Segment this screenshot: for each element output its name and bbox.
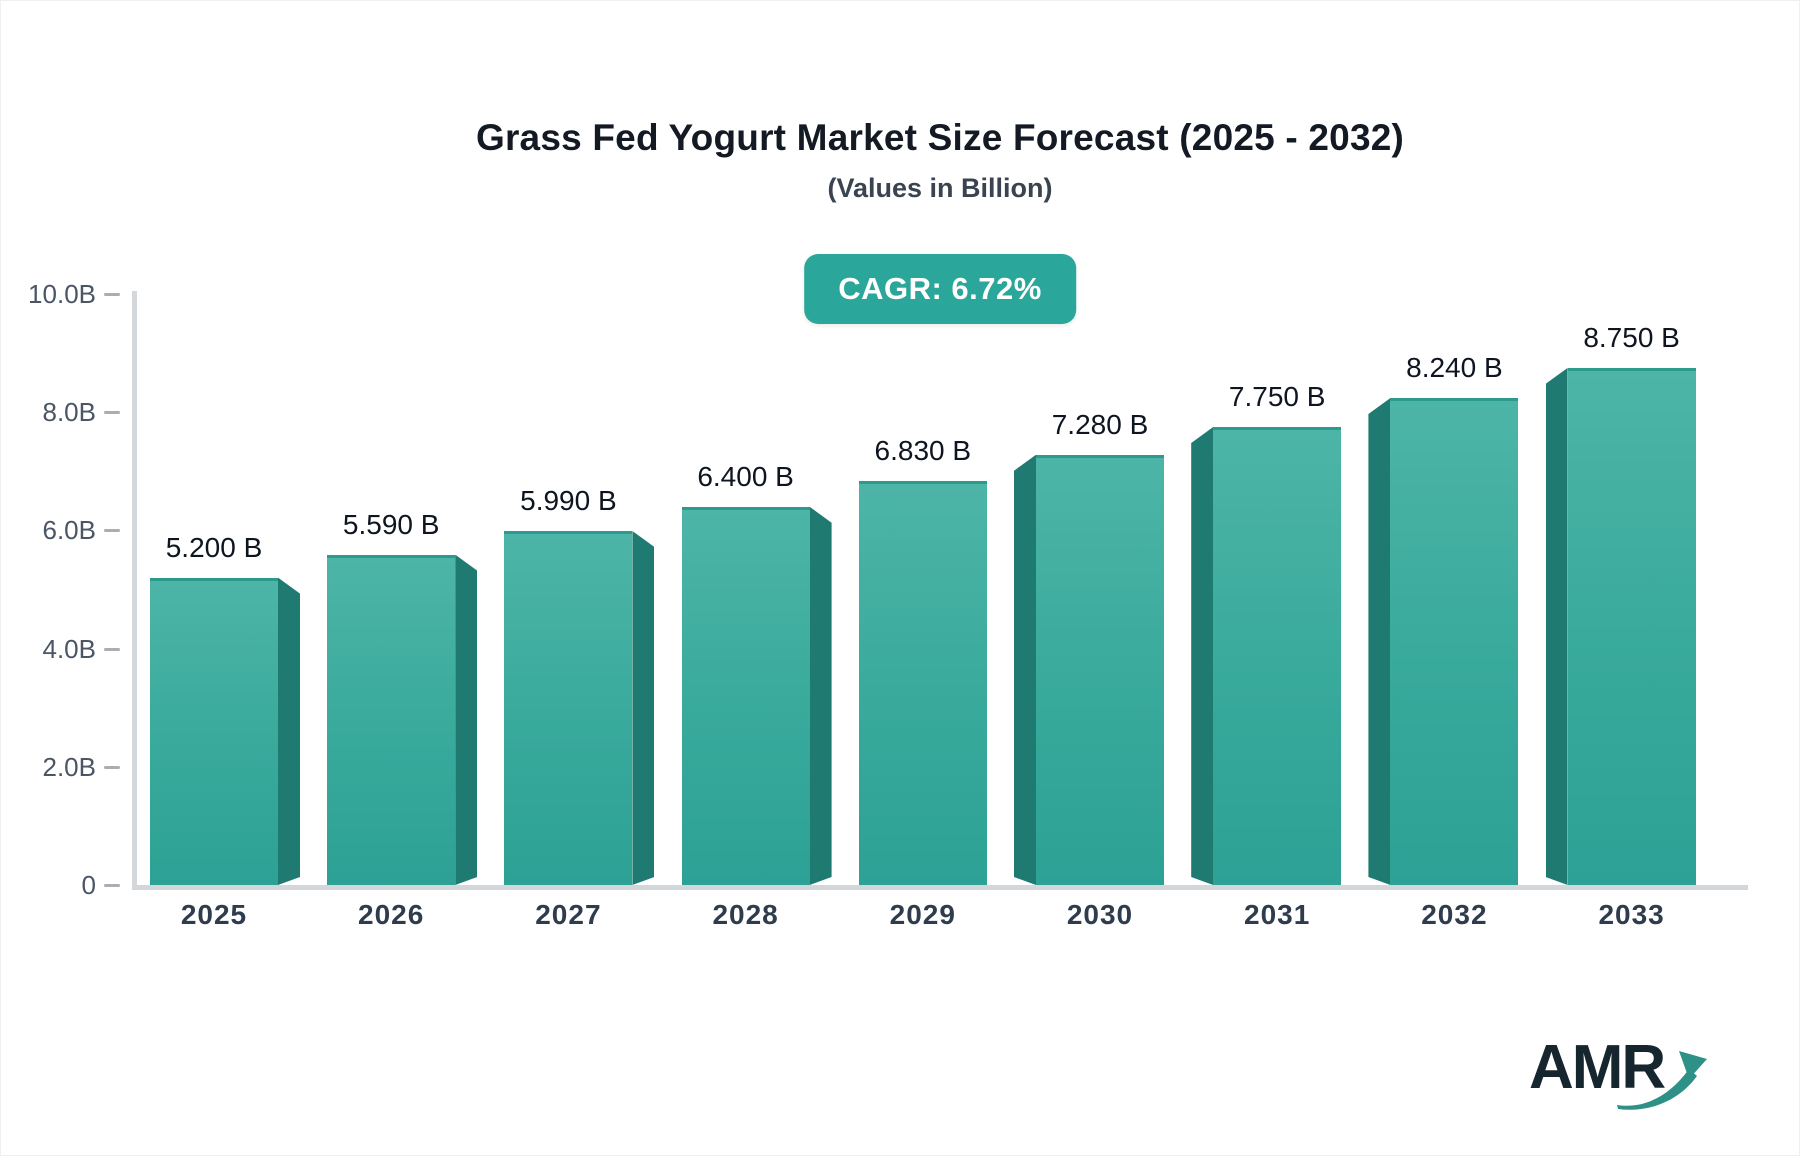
bar-2028 xyxy=(681,506,810,885)
bar-side-face xyxy=(1546,368,1568,885)
x-axis-category-label: 2031 xyxy=(1244,899,1311,930)
bar-2029 xyxy=(858,481,987,885)
y-axis-line xyxy=(132,291,137,890)
bar-2031 xyxy=(1213,426,1342,885)
y-axis-tick-mark xyxy=(104,529,120,533)
x-axis-category-label: 2026 xyxy=(358,899,425,930)
x-axis-category-label: 2027 xyxy=(535,899,602,930)
bar-value-label: 5.590 B xyxy=(342,508,440,540)
amr-logo-text: AMR xyxy=(1529,1033,1666,1102)
bar-value-label: 8.240 B xyxy=(1406,352,1503,384)
y-axis-tick-mark xyxy=(104,411,120,415)
x-axis-category-label: 2025 xyxy=(180,899,248,930)
bar-value-label: 7.280 B xyxy=(1051,408,1149,440)
x-axis-category-label: 2030 xyxy=(1066,899,1134,930)
x-axis-category-label: 2033 xyxy=(1598,899,1665,930)
y-axis-tick-mark xyxy=(104,884,120,887)
x-axis-category-label: 2029 xyxy=(889,899,956,930)
bar-side-face xyxy=(810,507,832,885)
bar-value-label: 8.750 B xyxy=(1583,321,1680,353)
y-axis-tick-label: 4.0B xyxy=(42,633,97,664)
bar-value-label: 5.990 B xyxy=(520,484,617,516)
y-axis-tick-label: 0 xyxy=(81,870,96,900)
bar-2026 xyxy=(327,554,456,885)
bar-value-label: 5.200 B xyxy=(165,531,263,563)
cagr-badge: CAGR: 6.72% xyxy=(804,254,1076,324)
y-axis-tick-label: 10.0B xyxy=(28,279,96,309)
y-axis-tick-mark xyxy=(104,647,120,651)
bar-2025 xyxy=(150,577,278,885)
bar-side-face xyxy=(278,578,300,885)
y-axis-tick-label: 6.0B xyxy=(42,515,97,546)
bar-side-face xyxy=(632,531,654,885)
growth-arrow-icon xyxy=(1617,1051,1707,1110)
bar-value-label: 7.750 B xyxy=(1228,380,1326,412)
x-axis-category-label: 2028 xyxy=(712,899,779,930)
bar-side-face xyxy=(1014,455,1036,885)
y-axis-tick-label: 2.0B xyxy=(42,751,97,782)
bar-value-label: 6.830 B xyxy=(874,435,972,467)
bar-value-label: 6.400 B xyxy=(697,460,794,492)
x-axis-category-label: 2032 xyxy=(1421,899,1488,930)
chart-title: Grass Fed Yogurt Market Size Forecast (2… xyxy=(475,117,1405,158)
amr-logo: AMR xyxy=(1529,1033,1707,1110)
chart-subtitle: (Values in Billion) xyxy=(827,173,1053,203)
bar-2032 xyxy=(1390,398,1519,885)
bar-side-face xyxy=(455,555,477,885)
y-axis-tick-mark xyxy=(104,293,120,296)
bar-side-face xyxy=(1191,427,1213,885)
bar-side-face xyxy=(1368,398,1390,885)
bar-2030 xyxy=(1036,454,1164,885)
bar-2033 xyxy=(1567,367,1696,885)
bar-2027 xyxy=(504,530,633,885)
x-axis-line xyxy=(132,885,1748,890)
y-axis-tick-mark xyxy=(104,765,120,769)
y-axis-tick-label: 8.0B xyxy=(42,397,97,428)
